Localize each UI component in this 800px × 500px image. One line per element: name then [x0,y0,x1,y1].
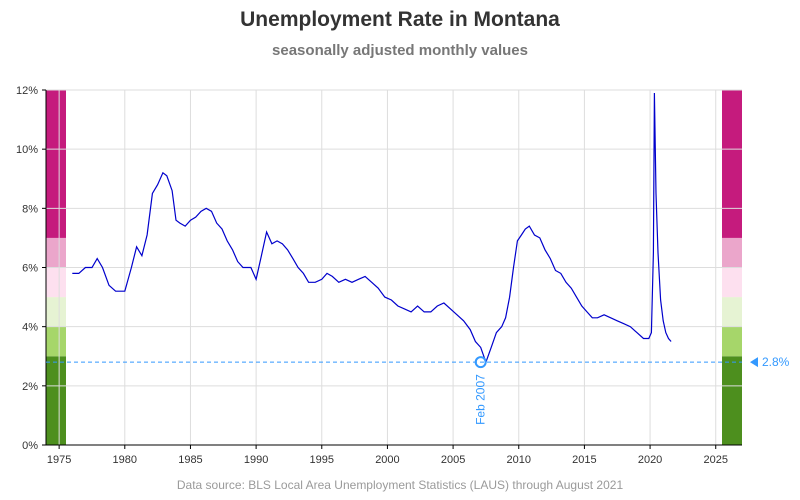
x-tick-label-6: 2005 [441,454,465,466]
y-tick-label-3: 6% [22,263,38,275]
x-tick-label-4: 1995 [310,454,334,466]
left-band-segment-4 [46,237,66,268]
left-color-band [46,90,66,445]
x-tick-label-0: 1975 [47,454,71,466]
left-band-segment-5 [46,90,66,238]
annotation-label: Feb 2007 [474,374,488,425]
right-band-segment-3 [722,267,742,298]
right-band-segment-1 [722,326,742,357]
y-tick-label-2: 4% [22,322,38,334]
y-tick-label-1: 2% [22,381,38,393]
x-tick-label-9: 2020 [638,454,662,466]
right-band-segment-0 [722,356,742,445]
reference-line-label: 2.8% [762,355,790,369]
y-tick-label-5: 10% [16,144,38,156]
chart-title: Unemployment Rate in Montana [240,8,560,31]
reference-arrow-icon [750,357,758,368]
x-tick-label-8: 2015 [572,454,596,466]
series-line-0 [72,92,672,364]
left-band-segment-0 [46,356,66,445]
x-tick-label-3: 1990 [244,454,268,466]
right-band-segment-2 [722,297,742,327]
x-tick-label-5: 2000 [375,454,399,466]
y-axis-tick-labels: 0% 2% 4% 6% 8% 10% 12% [16,85,46,452]
x-axis-tick-labels: 1975 1980 1985 1990 1995 2000 2005 2010 2015 2020… [47,445,728,466]
annotation-marker [474,356,487,369]
series-lines [72,92,672,364]
x-tick-label-10: 2025 [703,454,727,466]
y-tick-label-6: 12% [16,85,38,97]
right-color-band [722,90,742,445]
x-tick-label-2: 1985 [178,454,202,466]
y-tick-label-0: 0% [22,440,38,452]
left-band-segment-3 [46,267,66,298]
data-source-footer: Data source: BLS Local Area Unemployment… [176,478,624,492]
grid-lines [46,89,742,446]
y-tick-label-4: 8% [22,203,38,215]
right-band-segment-5 [722,90,742,238]
left-band-segment-2 [46,297,66,327]
x-tick-label-7: 2010 [507,454,531,466]
left-band-segment-1 [46,326,66,357]
annotation: Feb 2007 [474,356,488,425]
reference-line: 2.8% [46,355,790,369]
x-tick-label-1: 1980 [113,454,137,466]
chart-subtitle: seasonally adjusted monthly values [272,42,528,59]
right-band-segment-4 [722,237,742,268]
